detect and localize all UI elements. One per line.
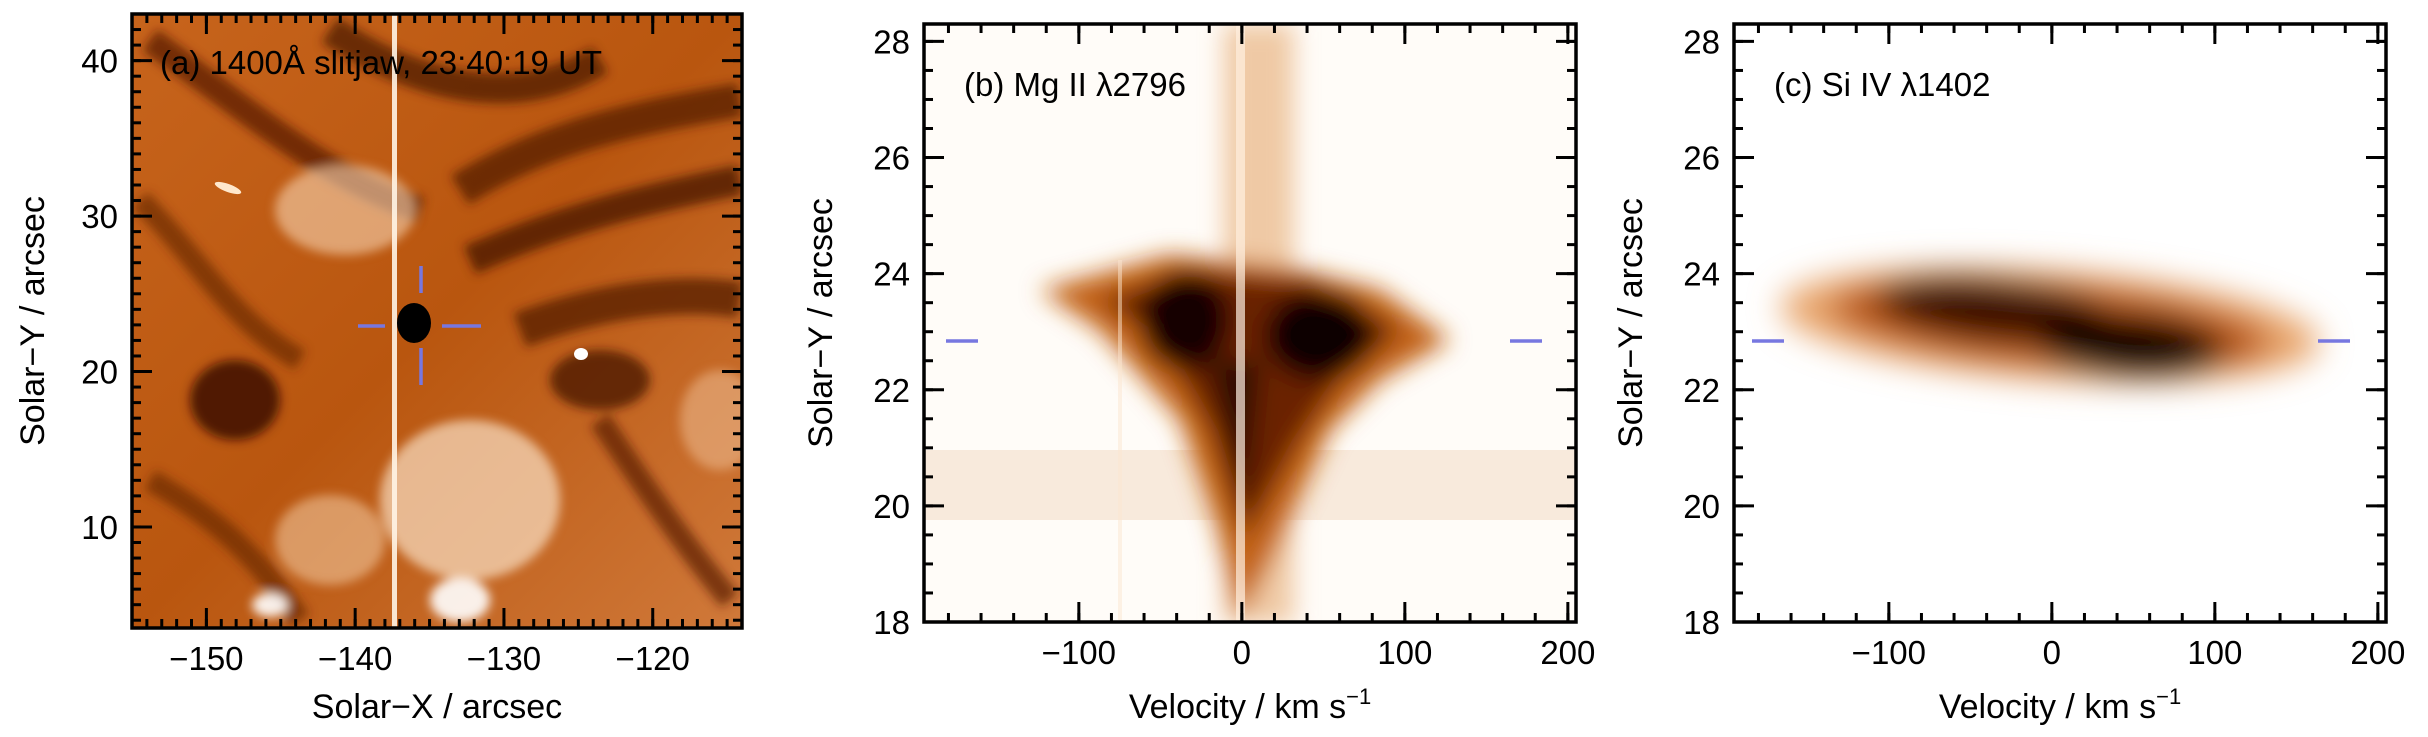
x-tick-label: −150 xyxy=(169,640,243,677)
x-tick-label: −140 xyxy=(318,640,392,677)
panel-a-image xyxy=(132,14,742,628)
y-tick-label: 30 xyxy=(81,198,118,235)
panel-c-xlabel: Velocity / km s−1 xyxy=(1939,684,2181,726)
x-tick-label: −120 xyxy=(616,640,690,677)
x-tick-label: 200 xyxy=(2350,634,2405,671)
x-tick-label: 100 xyxy=(1377,634,1432,671)
panel-a-ylabel: Solar−Y / arcsec xyxy=(14,196,52,446)
y-tick-label: 18 xyxy=(873,604,910,641)
y-tick-label: 40 xyxy=(81,43,118,80)
x-tick-label: 0 xyxy=(1233,634,1251,671)
y-tick-label: 20 xyxy=(81,354,118,391)
panel-b-frame xyxy=(922,22,1578,624)
y-tick-label: 28 xyxy=(873,23,910,60)
panel-c-title: (c) Si IV λ1402 xyxy=(1774,66,1990,103)
panel-a-ticks: −150 −140 −130 −120 10 20 30 40 xyxy=(81,12,744,677)
x-tick-label: −100 xyxy=(1852,634,1926,671)
y-tick-label: 22 xyxy=(1683,372,1720,409)
panel-c-image xyxy=(1734,24,2386,622)
y-tick-label: 26 xyxy=(1683,140,1720,177)
panel-b-ylabel: Solar−Y / arcsec xyxy=(802,198,840,448)
y-tick-label: 28 xyxy=(1683,23,1720,60)
panel-a-frame xyxy=(130,12,744,630)
x-tick-label: 200 xyxy=(1540,634,1595,671)
panel-a-xlabel: Solar−X / arcsec xyxy=(312,688,562,726)
y-tick-label: 22 xyxy=(873,372,910,409)
panel-b-title: (b) Mg II λ2796 xyxy=(964,66,1186,103)
panel-a: −150 −140 −130 −120 10 20 30 40 (a) 1400Å slitj… xyxy=(14,12,744,726)
panel-b-ticks: −100 0 100 200 18 20 22 24 26 28 xyxy=(873,23,1595,671)
y-tick-label: 18 xyxy=(1683,604,1720,641)
y-tick-label: 24 xyxy=(1683,256,1720,293)
panel-c-ylabel: Solar−Y / arcsec xyxy=(1612,198,1650,448)
panel-a-title: (a) 1400Å slitjaw, 23:40:19 UT xyxy=(160,44,602,81)
panel-b-image xyxy=(924,24,1576,622)
y-tick-label: 26 xyxy=(873,140,910,177)
y-tick-label: 20 xyxy=(873,488,910,525)
y-tick-label: 20 xyxy=(1683,488,1720,525)
y-tick-label: 24 xyxy=(873,256,910,293)
panel-c-ticks: −100 0 100 200 18 20 22 24 26 28 xyxy=(1683,23,2405,671)
x-tick-label: −100 xyxy=(1042,634,1116,671)
panel-c-frame xyxy=(1732,22,2388,624)
x-tick-label: 100 xyxy=(2187,634,2242,671)
y-tick-label: 10 xyxy=(81,509,118,546)
panel-a-crosshair xyxy=(358,266,481,385)
panel-b-xlabel: Velocity / km s−1 xyxy=(1129,684,1371,726)
x-tick-label: −130 xyxy=(467,640,541,677)
x-tick-label: 0 xyxy=(2043,634,2061,671)
